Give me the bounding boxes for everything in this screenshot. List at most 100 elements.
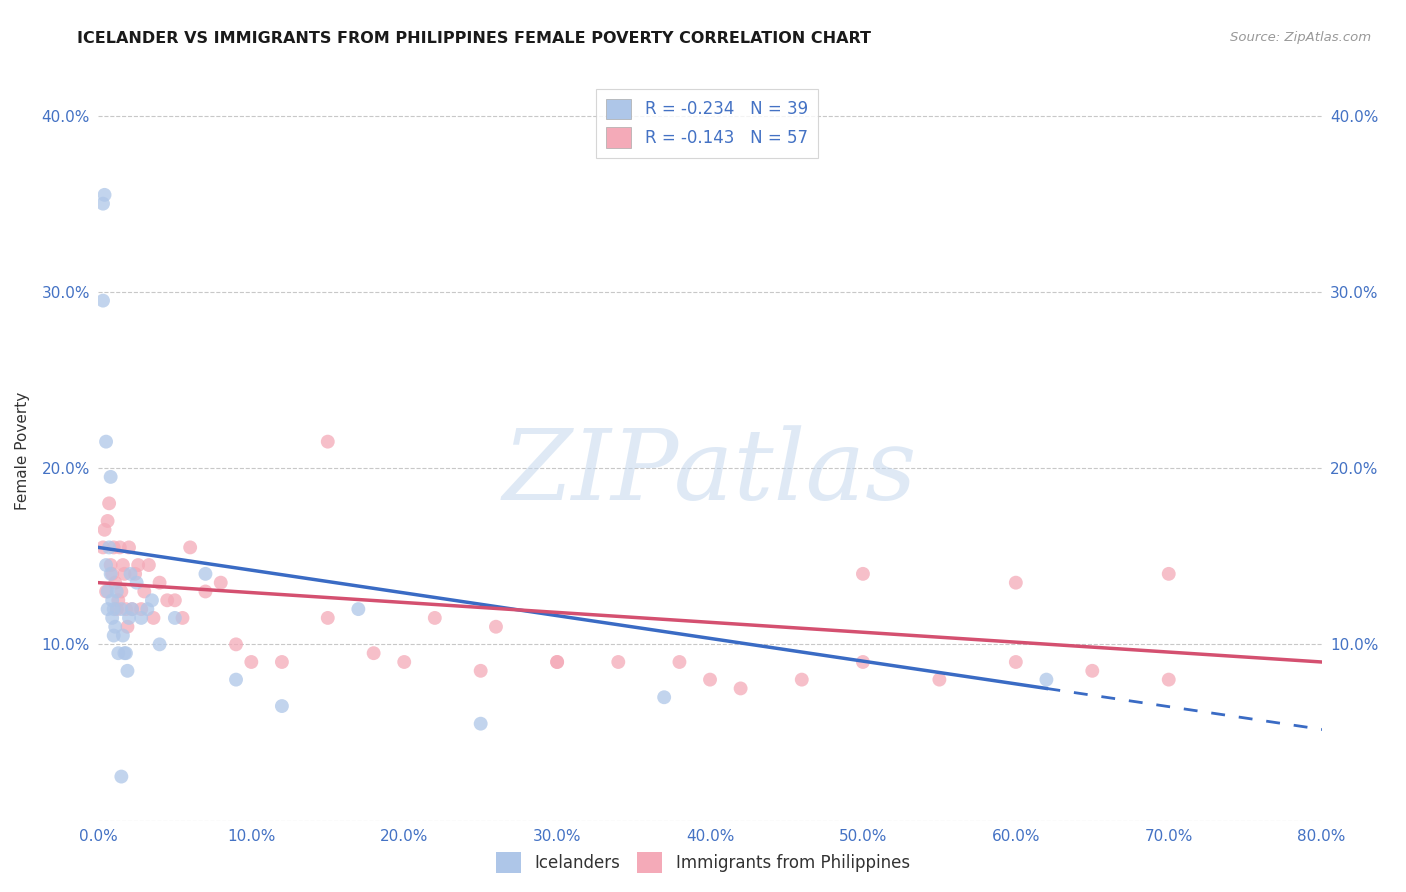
Point (115, 602, 138, 616)
Point (100, 566, 122, 581)
Point (129, 602, 152, 616)
Point (105, 584, 128, 599)
Point (225, 673, 247, 687)
Point (270, 655, 292, 669)
Point (141, 593, 163, 607)
Point (93, 523, 115, 537)
Point (117, 620, 139, 634)
Point (209, 575, 232, 590)
Point (97, 602, 120, 616)
Point (97, 514, 120, 528)
Point (101, 593, 124, 607)
Point (94, 434, 117, 449)
Point (100, 470, 122, 484)
Point (121, 602, 143, 616)
Point (94, 558, 117, 572)
Point (93, 187, 115, 202)
Text: ZIPatlas: ZIPatlas (503, 425, 917, 520)
Point (138, 558, 160, 572)
Point (347, 602, 370, 616)
Point (134, 584, 156, 599)
Point (111, 628, 134, 642)
Point (98, 541, 121, 555)
Point (852, 655, 875, 669)
Point (470, 664, 492, 678)
Point (363, 646, 385, 660)
Point (730, 681, 752, 696)
Point (194, 584, 217, 599)
Point (103, 541, 125, 555)
Point (110, 770, 132, 784)
Point (104, 620, 127, 634)
Point (124, 566, 146, 581)
Point (240, 655, 263, 669)
Point (117, 664, 139, 678)
Point (125, 575, 148, 590)
Point (110, 602, 132, 616)
Point (1157, 566, 1180, 581)
Point (136, 602, 159, 616)
Point (652, 690, 675, 705)
Point (103, 628, 125, 642)
Point (163, 611, 186, 625)
Point (546, 655, 568, 669)
Point (172, 611, 194, 625)
Point (129, 611, 152, 625)
Point (108, 541, 131, 555)
Point (470, 716, 492, 731)
Point (179, 541, 201, 555)
Text: ICELANDER VS IMMIGRANTS FROM PHILIPPINES FEMALE POVERTY CORRELATION CHART: ICELANDER VS IMMIGRANTS FROM PHILIPPINES… (77, 31, 872, 46)
Point (107, 646, 129, 660)
Point (118, 611, 141, 625)
Point (316, 434, 339, 449)
Point (142, 611, 165, 625)
Point (1004, 575, 1026, 590)
Point (1004, 655, 1026, 669)
Point (423, 611, 446, 625)
Point (156, 593, 179, 607)
Point (852, 566, 875, 581)
Point (104, 575, 127, 590)
Point (546, 655, 568, 669)
Point (91, 293, 114, 308)
Point (149, 575, 172, 590)
Legend: R = -0.234   N = 39, R = -0.143   N = 57: R = -0.234 N = 39, R = -0.143 N = 57 (596, 88, 818, 158)
Point (668, 655, 690, 669)
Point (127, 558, 149, 572)
Text: Source: ZipAtlas.com: Source: ZipAtlas.com (1230, 31, 1371, 45)
Point (110, 584, 132, 599)
Point (392, 655, 416, 669)
Point (118, 541, 141, 555)
Point (1157, 673, 1180, 687)
Point (121, 602, 143, 616)
Point (100, 558, 122, 572)
Point (94, 584, 117, 599)
Point (120, 566, 142, 581)
Point (101, 566, 124, 581)
Point (115, 646, 138, 660)
Point (112, 566, 135, 581)
Point (790, 673, 813, 687)
Point (107, 593, 129, 607)
Point (270, 699, 292, 714)
Point (225, 637, 247, 651)
Point (105, 602, 128, 616)
Point (607, 655, 630, 669)
Point (91, 196, 114, 211)
Point (97, 584, 120, 599)
Y-axis label: Female Poverty: Female Poverty (15, 392, 31, 509)
Point (101, 611, 124, 625)
Point (316, 611, 339, 625)
Point (1081, 664, 1104, 678)
Point (163, 593, 186, 607)
Point (485, 620, 508, 634)
Point (928, 673, 950, 687)
Point (1035, 673, 1057, 687)
Point (91, 541, 114, 555)
Point (98, 496, 121, 510)
Point (194, 566, 217, 581)
Point (149, 637, 172, 651)
Point (111, 558, 134, 572)
Point (699, 673, 721, 687)
Legend: Icelanders, Immigrants from Philippines: Icelanders, Immigrants from Philippines (489, 846, 917, 880)
